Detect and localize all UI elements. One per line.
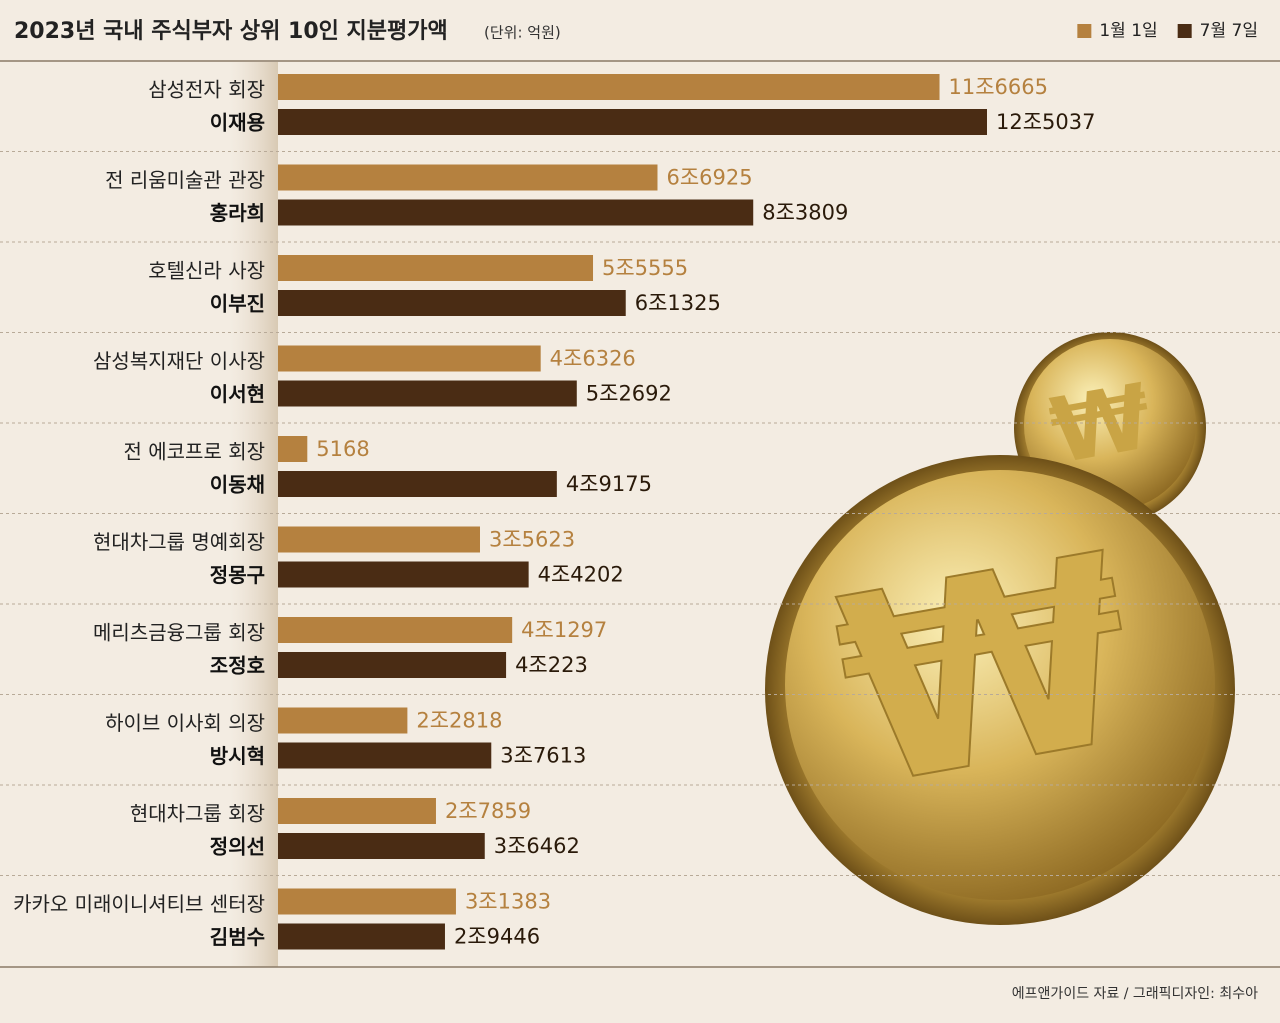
value-label: 4조4202 [538, 563, 624, 587]
category-label: 홍라희 [210, 201, 265, 225]
value-label: 5168 [316, 437, 369, 461]
category-label: 이서현 [210, 382, 265, 406]
category-role: 하이브 이사회 의장 [105, 711, 265, 735]
bar [278, 923, 445, 950]
value-label: 3조7613 [500, 744, 586, 768]
bar [278, 617, 513, 643]
bar [278, 526, 480, 553]
legend-label: 1월 1일 [1099, 21, 1157, 41]
bar [278, 436, 308, 462]
bar [278, 109, 987, 135]
bar [278, 561, 529, 588]
legend-swatch [1077, 24, 1092, 38]
chart-title: 2023년 국내 주식부자 상위 10인 지분평가액 [14, 19, 448, 44]
category-role: 메리츠금융그룹 회장 [93, 621, 265, 645]
value-label: 6조1325 [635, 291, 721, 315]
category-label: 정의선 [210, 835, 265, 859]
value-label: 4조1297 [521, 618, 607, 642]
value-label: 3조6462 [494, 834, 580, 858]
value-label: 2조9446 [454, 925, 540, 949]
bar [278, 380, 577, 407]
bar [278, 888, 456, 915]
bar [278, 345, 541, 372]
value-label: 4조6326 [550, 347, 636, 371]
category-label: 조정호 [210, 654, 265, 678]
bar [278, 798, 436, 824]
category-role: 전 에코프로 회장 [123, 440, 265, 464]
value-label: 6조6925 [666, 166, 752, 190]
category-role: 호텔신라 사장 [148, 259, 265, 283]
bar [278, 833, 485, 859]
category-role: 전 리움미술관 관장 [105, 168, 265, 192]
value-label: 5조5555 [602, 256, 688, 280]
bar [278, 707, 408, 734]
value-label: 12조5037 [996, 110, 1096, 134]
coin-large [785, 470, 1215, 900]
value-label: 11조6665 [949, 75, 1049, 99]
bar [278, 164, 658, 191]
bar [278, 74, 940, 100]
value-label: 2조7859 [445, 799, 531, 823]
bar [278, 742, 492, 769]
legend: 7월 7일 1월 1일 [1077, 21, 1258, 41]
coin-symbol: ₩ [819, 499, 1154, 846]
panel-shadow [230, 62, 278, 967]
category-label: 방시혁 [210, 744, 265, 768]
category-role: 현대차그룹 회장 [130, 802, 265, 826]
value-label: 8조3809 [762, 201, 848, 225]
category-role: 현대차그룹 명예회장 [93, 530, 265, 554]
value-label: 3조1383 [465, 890, 551, 914]
category-label: 이재용 [210, 111, 265, 135]
bar [278, 471, 557, 497]
category-label: 이부진 [210, 292, 265, 316]
bar [278, 199, 754, 226]
value-label: 4조223 [515, 653, 588, 677]
legend-swatch [1177, 24, 1192, 38]
value-label: 5조2692 [586, 382, 672, 406]
value-label: 3조5623 [489, 528, 575, 552]
value-label: 2조2818 [416, 709, 502, 733]
legend-label: 7월 7일 [1200, 21, 1258, 41]
chart-subtitle: (단위: 억원) [484, 24, 561, 42]
category-role: 삼성전자 회장 [148, 78, 265, 102]
bar [278, 255, 594, 281]
category-label: 김범수 [210, 925, 265, 949]
category-role: 삼성복지재단 이사장 [93, 349, 265, 373]
category-label: 이동채 [210, 473, 265, 497]
category-role: 카카오 미래이니셔티브 센터장 [13, 892, 265, 916]
coins: ₩ ₩ [765, 332, 1235, 925]
bar [278, 652, 507, 678]
source: 에프앤가이드 자료 / 그래픽디자인: 최수아 [1012, 986, 1258, 1002]
bar [278, 290, 626, 316]
value-label: 4조9175 [566, 472, 652, 496]
category-label: 정몽구 [210, 563, 265, 587]
